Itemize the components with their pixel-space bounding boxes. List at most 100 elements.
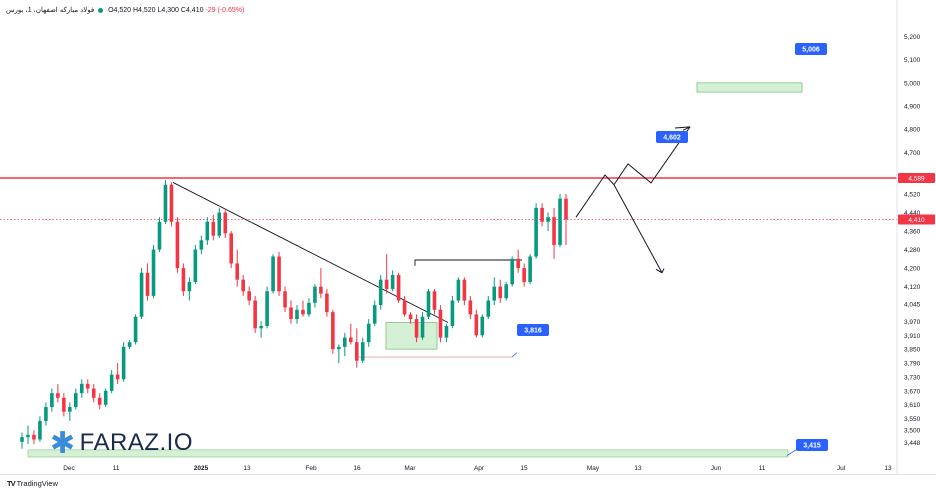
ohlc-close: C4,410 xyxy=(180,7,204,14)
candle-body xyxy=(348,337,353,343)
bottom-zone xyxy=(27,449,789,458)
x-tick-label: Feb xyxy=(305,465,317,472)
candle-body xyxy=(540,207,544,222)
y-tick-label: 3,670 xyxy=(904,388,921,395)
candle-body xyxy=(20,437,24,442)
candle-body xyxy=(337,346,341,350)
tradingview-logo-icon: TV xyxy=(7,479,16,488)
candle-body xyxy=(145,272,150,296)
last-price-tag-bg xyxy=(898,214,935,225)
candle-body xyxy=(498,286,503,299)
candle-body xyxy=(510,258,514,285)
candle-body xyxy=(378,279,383,306)
candle-body xyxy=(277,256,281,292)
candle-body xyxy=(450,300,455,326)
y-tick-label: 4,280 xyxy=(904,247,921,254)
x-tick-label: 11 xyxy=(113,465,120,472)
candle-body xyxy=(103,390,108,405)
candle-body xyxy=(420,316,425,338)
candle-body xyxy=(121,346,126,380)
candle-body xyxy=(253,300,257,329)
y-tick-label: 3,610 xyxy=(904,402,921,409)
candle-body xyxy=(402,300,407,315)
candle-body xyxy=(74,393,78,408)
candle-body xyxy=(205,221,210,241)
candle-body xyxy=(247,291,251,301)
candle-body xyxy=(360,342,365,361)
watermark: ✱ FARAZ.IO xyxy=(50,426,193,461)
x-tick-label: 13 xyxy=(243,465,251,472)
candle-body xyxy=(169,184,174,222)
candle-body xyxy=(516,258,520,269)
y-tick-label: 4,360 xyxy=(904,229,921,236)
candle-body xyxy=(384,279,389,289)
candle-body xyxy=(468,300,473,315)
candle-body xyxy=(271,256,275,292)
candle-body xyxy=(301,309,305,315)
zones xyxy=(27,82,803,458)
tradingview-brand[interactable]: TV TradingView xyxy=(7,479,58,488)
candle-body xyxy=(163,184,168,222)
downtrend-line xyxy=(172,182,449,323)
y-tick-label: 5,200 xyxy=(904,34,921,41)
candle-body xyxy=(62,397,66,412)
x-tick-label: 13 xyxy=(634,465,642,472)
bullish-arrowhead xyxy=(674,126,691,131)
candle-body xyxy=(115,374,120,380)
candle-body xyxy=(432,291,437,310)
candle-body xyxy=(354,342,359,361)
candle-body xyxy=(343,337,347,347)
candle-body xyxy=(109,374,114,391)
candle-body xyxy=(534,207,538,257)
y-tick-label: 4,120 xyxy=(904,284,921,291)
y-tick-label: 3,910 xyxy=(904,333,921,340)
candle-body xyxy=(414,319,419,338)
candle-body xyxy=(456,279,461,301)
candle-body xyxy=(259,326,263,329)
x-tick-label: Jul xyxy=(837,465,846,472)
candle-body xyxy=(223,212,228,234)
resistance-price-tag: 4,589 xyxy=(908,176,925,183)
candle-body xyxy=(372,305,377,324)
breakout-level-line xyxy=(414,259,522,266)
candle-body xyxy=(528,256,532,282)
candle-body xyxy=(97,397,102,405)
candle-body xyxy=(408,314,413,320)
candle-body xyxy=(313,286,317,303)
candle-body xyxy=(241,279,245,292)
support-label-bg xyxy=(517,324,549,336)
x-tick-label: 16 xyxy=(353,465,361,472)
candle-body xyxy=(217,212,222,236)
mid-label: 4,602 xyxy=(663,135,681,142)
footer-bar: TV TradingView xyxy=(0,474,936,493)
candle-body xyxy=(396,275,401,301)
candle-body xyxy=(295,309,299,320)
candle-body xyxy=(139,272,144,317)
y-tick-label: 3,550 xyxy=(904,416,921,423)
price-axis: 5,2005,1005,0004,9004,8004,7004,6004,520… xyxy=(896,0,921,474)
ohlc-low: L4,300 xyxy=(157,7,179,14)
trend-drawings xyxy=(0,126,897,457)
demand-zone xyxy=(385,322,438,350)
candle-body xyxy=(366,323,371,343)
candle-body xyxy=(229,233,234,264)
y-tick-label: 4,520 xyxy=(904,192,921,199)
candle-body xyxy=(480,316,485,336)
bearish-arrowhead xyxy=(655,268,665,274)
y-tick-label: 3,790 xyxy=(904,361,921,368)
candle-body xyxy=(38,420,42,440)
x-tick-label: 13 xyxy=(884,465,892,472)
candle-body xyxy=(474,314,479,336)
candle-body xyxy=(462,279,467,301)
candle-body xyxy=(486,300,491,317)
candle-body xyxy=(133,316,138,343)
brand-text: TradingView xyxy=(16,479,58,488)
target-label: 5,006 xyxy=(802,47,820,54)
candle-body xyxy=(564,198,568,220)
candle-body xyxy=(50,393,54,408)
candle-body xyxy=(390,275,395,289)
bottom-label-bg xyxy=(796,439,828,451)
candle-body xyxy=(91,388,96,398)
y-tick-label: 5,000 xyxy=(904,80,921,87)
